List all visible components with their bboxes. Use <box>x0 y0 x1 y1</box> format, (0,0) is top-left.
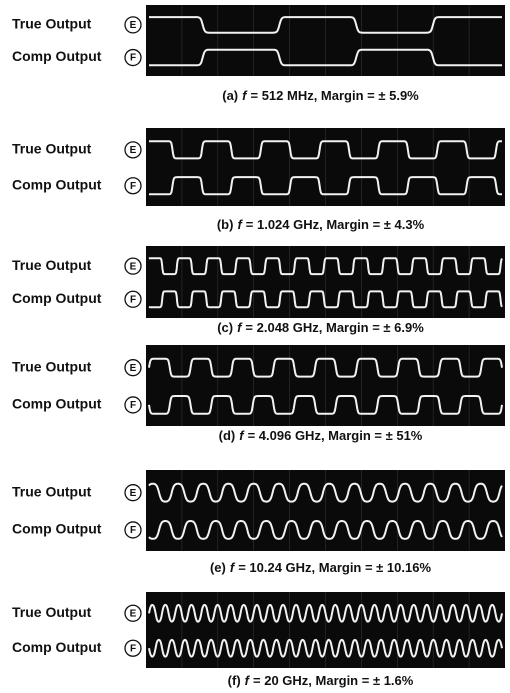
marker-letter: E <box>130 261 137 272</box>
marker-letter: F <box>130 643 136 654</box>
marker-letter: F <box>130 400 136 411</box>
caption-variable: f <box>245 673 251 688</box>
caption: (d)f= 4.096 GHz, Margin = ± 51% <box>219 428 423 443</box>
marker-letter: E <box>130 608 137 619</box>
marker-letter: E <box>130 20 137 31</box>
trace-label: True Output <box>12 257 92 273</box>
caption: (b)f= 1.024 GHz, Margin = ± 4.3% <box>217 217 425 232</box>
panel: True Output E Comp Output F (c) f= 2.048 GHz,… <box>12 246 505 335</box>
trace-label: True Output <box>12 358 92 374</box>
caption-label: (b) <box>217 217 234 232</box>
panel: True Output E Comp Output F (e) f= 10.24 GHz,… <box>12 470 505 575</box>
marker-letter: F <box>130 53 136 64</box>
figure: True OutputEComp OutputF(a)f= 512 MHz, M… <box>0 0 510 693</box>
marker-letter: F <box>130 294 136 305</box>
caption-variable: f <box>239 428 245 443</box>
marker-letter: E <box>130 145 137 156</box>
trace-label: True Output <box>12 483 92 499</box>
marker-letter: E <box>130 488 137 499</box>
caption: (f) f= 20 GHz, Margin = ± 1.6% <box>228 673 414 688</box>
trace-label: Comp Output <box>12 48 102 64</box>
trace-label: Comp Output <box>12 639 102 655</box>
trace-label: Comp Output <box>12 396 102 412</box>
trace-label: Comp Output <box>12 521 102 537</box>
caption-text: = 20 GHz, Margin = ± 1.6% <box>253 673 414 688</box>
caption-label: (e) <box>210 560 226 575</box>
trace-label: True Output <box>12 141 92 157</box>
caption-text: = 4.096 GHz, Margin = ± 51% <box>248 428 423 443</box>
panel: True Output E Comp Output F (b)f= 1.024 GHz,… <box>12 128 505 232</box>
caption-label: (a) <box>222 88 238 103</box>
trace-label: True Output <box>12 16 92 32</box>
caption: (c) f= 2.048 GHz, Margin = ± 6.9% <box>217 320 424 335</box>
marker-letter: F <box>130 181 136 192</box>
panel: True Output E Comp Output F (f) f= 20 GHz, Ma… <box>12 592 505 688</box>
trace-label: Comp Output <box>12 176 102 192</box>
caption-label: (d) <box>219 428 236 443</box>
caption-variable: f <box>237 217 243 232</box>
marker-letter: E <box>130 363 137 374</box>
panel: True Output E Comp Output F (a) f= 512 MHz, M… <box>12 5 505 103</box>
trace-label: True Output <box>12 604 92 620</box>
caption-variable: f <box>242 88 248 103</box>
caption-variable: f <box>237 320 243 335</box>
caption: (e) f= 10.24 GHz, Margin = ± 10.16% <box>210 560 432 575</box>
panel: True Output E Comp Output F (d)f= 4.096 GHz,… <box>12 345 505 443</box>
caption-text: = 512 MHz, Margin = ± 5.9% <box>250 88 419 103</box>
caption-label: (c) <box>217 320 233 335</box>
caption: (a) f= 512 MHz, Margin = ± 5.9% <box>222 88 419 103</box>
caption-text: = 1.024 GHz, Margin = ± 4.3% <box>246 217 425 232</box>
caption-label: (f) <box>228 673 241 688</box>
trace-label: Comp Output <box>12 290 102 306</box>
caption-variable: f <box>230 560 236 575</box>
marker-letter: F <box>130 525 136 536</box>
caption-text: = 2.048 GHz, Margin = ± 6.9% <box>245 320 424 335</box>
caption-text: = 10.24 GHz, Margin = ± 10.16% <box>238 560 431 575</box>
